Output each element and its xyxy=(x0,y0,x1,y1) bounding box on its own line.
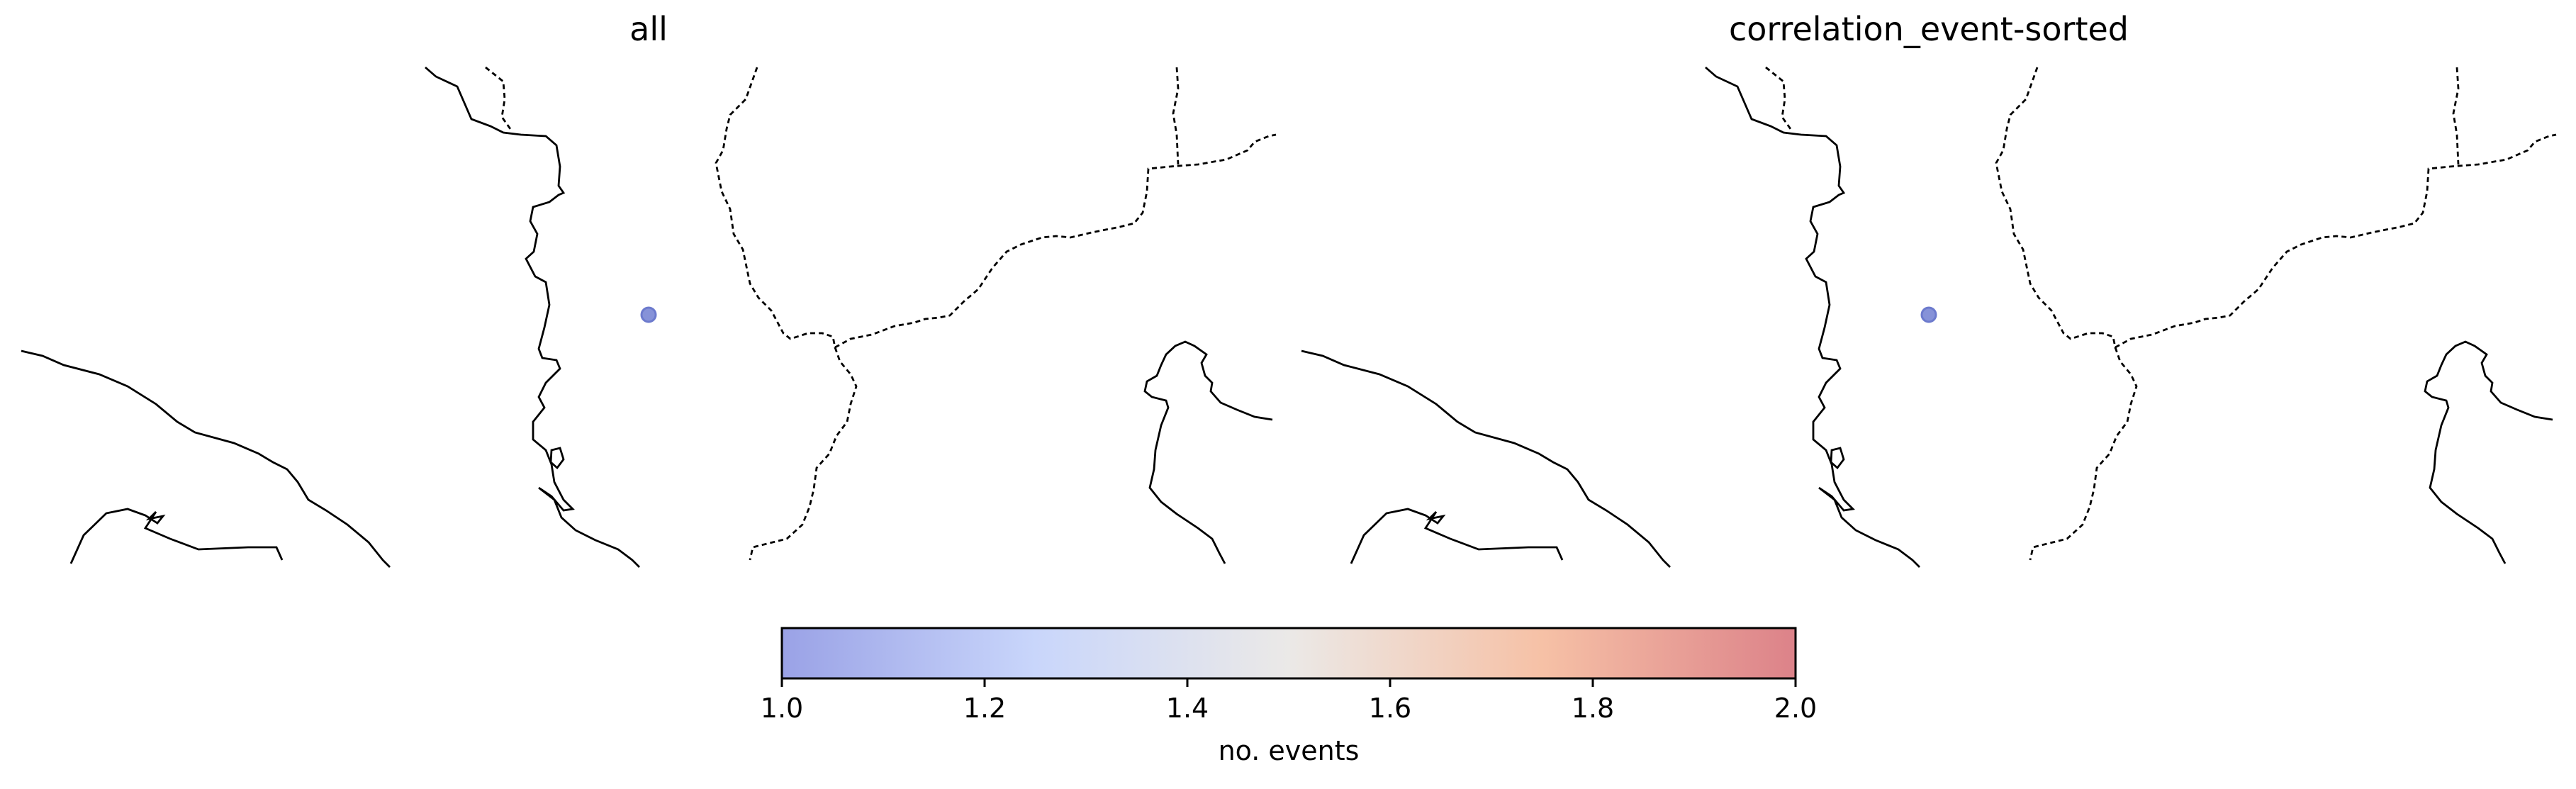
colorbar-tick-label: 1.6 xyxy=(1368,693,1412,724)
event-marker xyxy=(1920,306,1937,323)
colorbar-gradient xyxy=(780,627,1797,680)
map-panel-all xyxy=(20,66,1277,569)
panel-title-correlation-event-sorted: correlation_event-sorted xyxy=(1729,10,2129,48)
colorbar-tick-label: 1.2 xyxy=(963,693,1007,724)
colorbar-tick-label: 1.4 xyxy=(1165,693,1209,724)
panel-title-all: all xyxy=(629,10,668,48)
colorbar-tick-label: 1.0 xyxy=(760,693,804,724)
colorbar xyxy=(780,627,1797,687)
colorbar-tick-label: 1.8 xyxy=(1571,693,1615,724)
event-marker xyxy=(640,306,657,323)
colorbar-label: no. events xyxy=(1218,735,1360,766)
map-panel-correlation-event-sorted xyxy=(1300,66,2558,569)
colorbar-tick-label: 2.0 xyxy=(1774,693,1818,724)
colorbar-tick-marks xyxy=(780,678,1797,687)
